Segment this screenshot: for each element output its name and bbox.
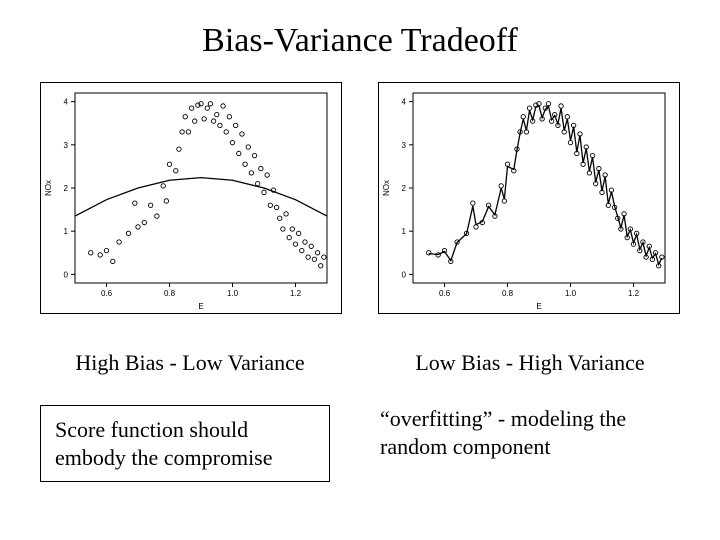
svg-text:3: 3 (64, 141, 69, 150)
slide-title: Bias-Variance Tradeoff (0, 22, 720, 60)
svg-text:E: E (198, 302, 203, 311)
svg-text:1: 1 (402, 227, 407, 236)
svg-text:0.6: 0.6 (439, 289, 451, 298)
svg-text:0: 0 (402, 270, 407, 279)
svg-text:1: 1 (64, 227, 69, 236)
overfitting-text: “overfitting” - modeling the random comp… (380, 405, 680, 482)
score-function-box: Score function should embody the comprom… (40, 405, 330, 482)
svg-text:0.6: 0.6 (101, 289, 113, 298)
charts-row: 0.6 0.8 1.0 1.2 0 1 2 3 4 E NOx 0.6 0.8 1.0 1.2 0 1 2 3 4 E… (40, 82, 680, 314)
svg-text:2: 2 (402, 184, 407, 193)
svg-text:0.8: 0.8 (502, 289, 514, 298)
bottom-row: Score function should embody the comprom… (40, 405, 680, 482)
svg-text:1.0: 1.0 (565, 289, 577, 298)
svg-text:1.2: 1.2 (290, 289, 302, 298)
svg-text:1.2: 1.2 (628, 289, 640, 298)
svg-text:1.0: 1.0 (227, 289, 239, 298)
right-caption: Low Bias - High Variance (380, 350, 680, 376)
svg-text:2: 2 (64, 184, 69, 193)
left-caption: High Bias - Low Variance (40, 350, 340, 376)
svg-text:4: 4 (402, 98, 407, 107)
svg-text:NOx: NOx (44, 180, 53, 196)
svg-text:NOx: NOx (382, 180, 391, 196)
left-chart: 0.6 0.8 1.0 1.2 0 1 2 3 4 E NOx (40, 82, 342, 314)
svg-text:0: 0 (64, 270, 69, 279)
svg-text:3: 3 (402, 141, 407, 150)
svg-text:0.8: 0.8 (164, 289, 176, 298)
captions-row: High Bias - Low Variance Low Bias - High… (40, 350, 680, 376)
svg-text:4: 4 (64, 98, 69, 107)
slide: Bias-Variance Tradeoff 0.6 0.8 1.0 1.2 0 1 2 3 4… (0, 0, 720, 540)
svg-text:E: E (536, 302, 541, 311)
right-chart: 0.6 0.8 1.0 1.2 0 1 2 3 4 E NOx (378, 82, 680, 314)
